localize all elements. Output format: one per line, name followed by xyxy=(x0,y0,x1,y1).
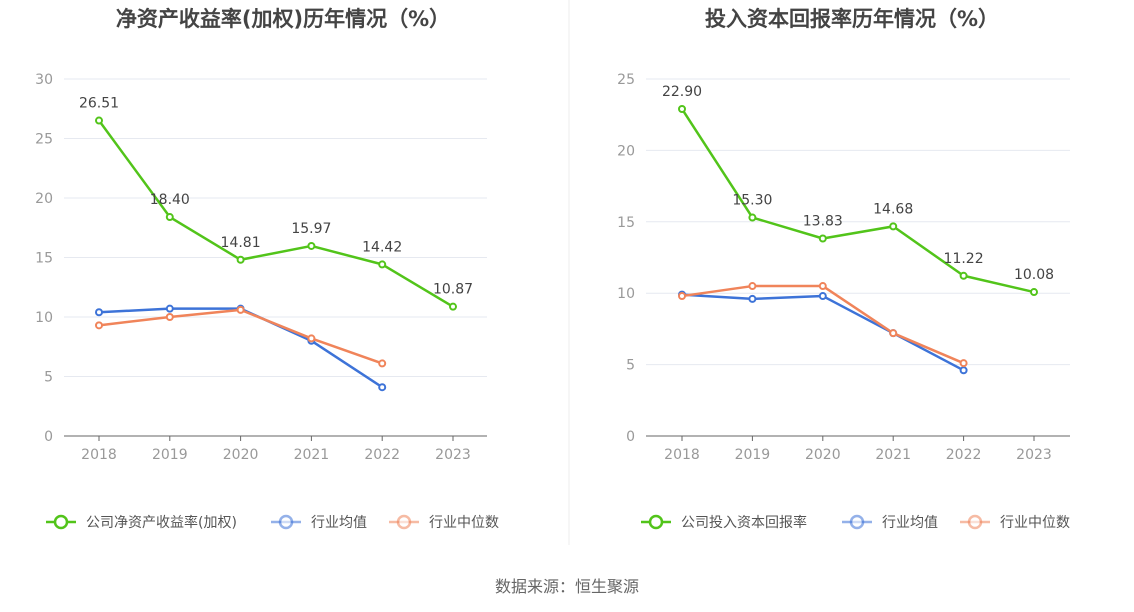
data-label: 26.51 xyxy=(79,96,119,112)
y-tick-label: 10 xyxy=(617,286,635,302)
x-tick-label: 2022 xyxy=(946,447,982,463)
data-point xyxy=(236,305,245,314)
y-tick-label: 5 xyxy=(44,370,53,386)
legend-marker xyxy=(278,514,294,530)
data-point xyxy=(678,104,686,113)
legend-label: 行业均值 xyxy=(311,515,367,531)
x-tick-label: 2023 xyxy=(435,447,471,463)
legend-marker xyxy=(849,514,865,530)
legend-marker xyxy=(967,514,983,530)
data-point xyxy=(1030,288,1038,297)
x-tick-label: 2020 xyxy=(805,447,841,463)
data-point xyxy=(818,282,827,291)
data-point xyxy=(889,329,898,338)
data-label: 18.40 xyxy=(150,192,190,208)
data-point xyxy=(678,292,686,301)
x-tick-label: 2019 xyxy=(735,447,771,463)
data-label: 11.22 xyxy=(944,251,984,267)
x-tick-label: 2019 xyxy=(152,447,188,463)
y-tick-label: 15 xyxy=(35,251,53,267)
y-tick-label: 15 xyxy=(617,215,635,231)
x-tick-label: 2022 xyxy=(364,447,400,463)
data-point xyxy=(95,321,103,330)
data-point xyxy=(748,294,757,303)
chart-roe: 净资产收益率(加权)历年情况（%） 0 5 10 15 20 25 30 2018 2019 202… xyxy=(35,7,499,531)
x-tick-label: 2021 xyxy=(875,447,911,463)
data-label: 14.42 xyxy=(362,239,402,255)
legend-marker xyxy=(648,514,664,530)
data-point xyxy=(95,308,103,317)
legend-item: 公司投入资本回报率 xyxy=(641,514,807,531)
data-point xyxy=(307,334,316,343)
series-line xyxy=(681,293,965,372)
legend-item: 行业均值 xyxy=(271,514,367,531)
y-tick-label: 25 xyxy=(35,132,53,148)
data-label: 22.90 xyxy=(662,84,702,100)
data-label: 10.87 xyxy=(433,282,473,298)
source-note: 数据来源：恒生聚源 xyxy=(495,577,639,596)
data-point xyxy=(748,282,757,291)
y-tick-label: 20 xyxy=(35,191,53,207)
y-tick-label: 0 xyxy=(626,429,635,445)
data-label: 14.68 xyxy=(873,201,913,217)
data-point xyxy=(818,292,827,301)
legend-label: 行业均值 xyxy=(882,515,938,531)
data-point xyxy=(889,222,898,231)
data-point xyxy=(818,234,827,243)
legend-marker xyxy=(53,514,69,530)
y-tick-label: 5 xyxy=(626,358,635,374)
data-label: 13.83 xyxy=(803,214,843,230)
data-label: 15.97 xyxy=(291,221,331,237)
x-tick-label: 2018 xyxy=(81,447,117,463)
data-point xyxy=(959,366,968,375)
data-point xyxy=(378,359,387,368)
data-point xyxy=(307,241,316,250)
data-label: 15.30 xyxy=(732,193,772,209)
y-tick-label: 20 xyxy=(617,143,635,159)
y-tick-label: 0 xyxy=(44,429,53,445)
data-point xyxy=(748,213,757,222)
data-point xyxy=(165,304,174,313)
data-point xyxy=(449,302,457,311)
legend-label: 行业中位数 xyxy=(429,515,499,531)
data-point xyxy=(378,260,387,269)
data-point xyxy=(236,255,245,264)
series-line xyxy=(98,308,383,365)
y-tick-label: 10 xyxy=(35,310,53,326)
y-tick-label: 25 xyxy=(617,72,635,88)
data-point xyxy=(165,213,174,222)
data-label: 14.81 xyxy=(221,235,261,251)
data-label: 10.08 xyxy=(1014,267,1054,283)
data-point xyxy=(959,271,968,280)
legend-item: 行业均值 xyxy=(842,514,938,531)
data-point xyxy=(95,116,103,125)
legend-label: 公司投入资本回报率 xyxy=(681,514,807,531)
chart-title: 净资产收益率(加权)历年情况（%） xyxy=(116,7,450,31)
x-tick-label: 2021 xyxy=(294,447,330,463)
data-point xyxy=(165,313,174,321)
series-line xyxy=(97,119,454,308)
data-point xyxy=(378,383,387,392)
chart-title: 投入资本回报率历年情况（%） xyxy=(705,7,999,31)
x-tick-label: 2023 xyxy=(1016,447,1052,463)
legend-item: 公司净资产收益率(加权) xyxy=(46,514,237,531)
x-tick-label: 2020 xyxy=(223,447,259,463)
x-tick-label: 2018 xyxy=(664,447,700,463)
y-tick-label: 30 xyxy=(35,72,53,88)
legend-label: 公司净资产收益率(加权) xyxy=(86,514,237,531)
legend-marker xyxy=(396,514,412,530)
legend-item: 行业中位数 xyxy=(960,514,1070,531)
legend-label: 行业中位数 xyxy=(1000,515,1070,531)
series-line xyxy=(680,108,1035,294)
legend-item: 行业中位数 xyxy=(389,514,499,531)
data-point xyxy=(959,359,968,368)
chart-roic: 投入资本回报率历年情况（%） 0 5 10 15 20 25 2018 2019 2020 2021… xyxy=(617,7,1070,531)
